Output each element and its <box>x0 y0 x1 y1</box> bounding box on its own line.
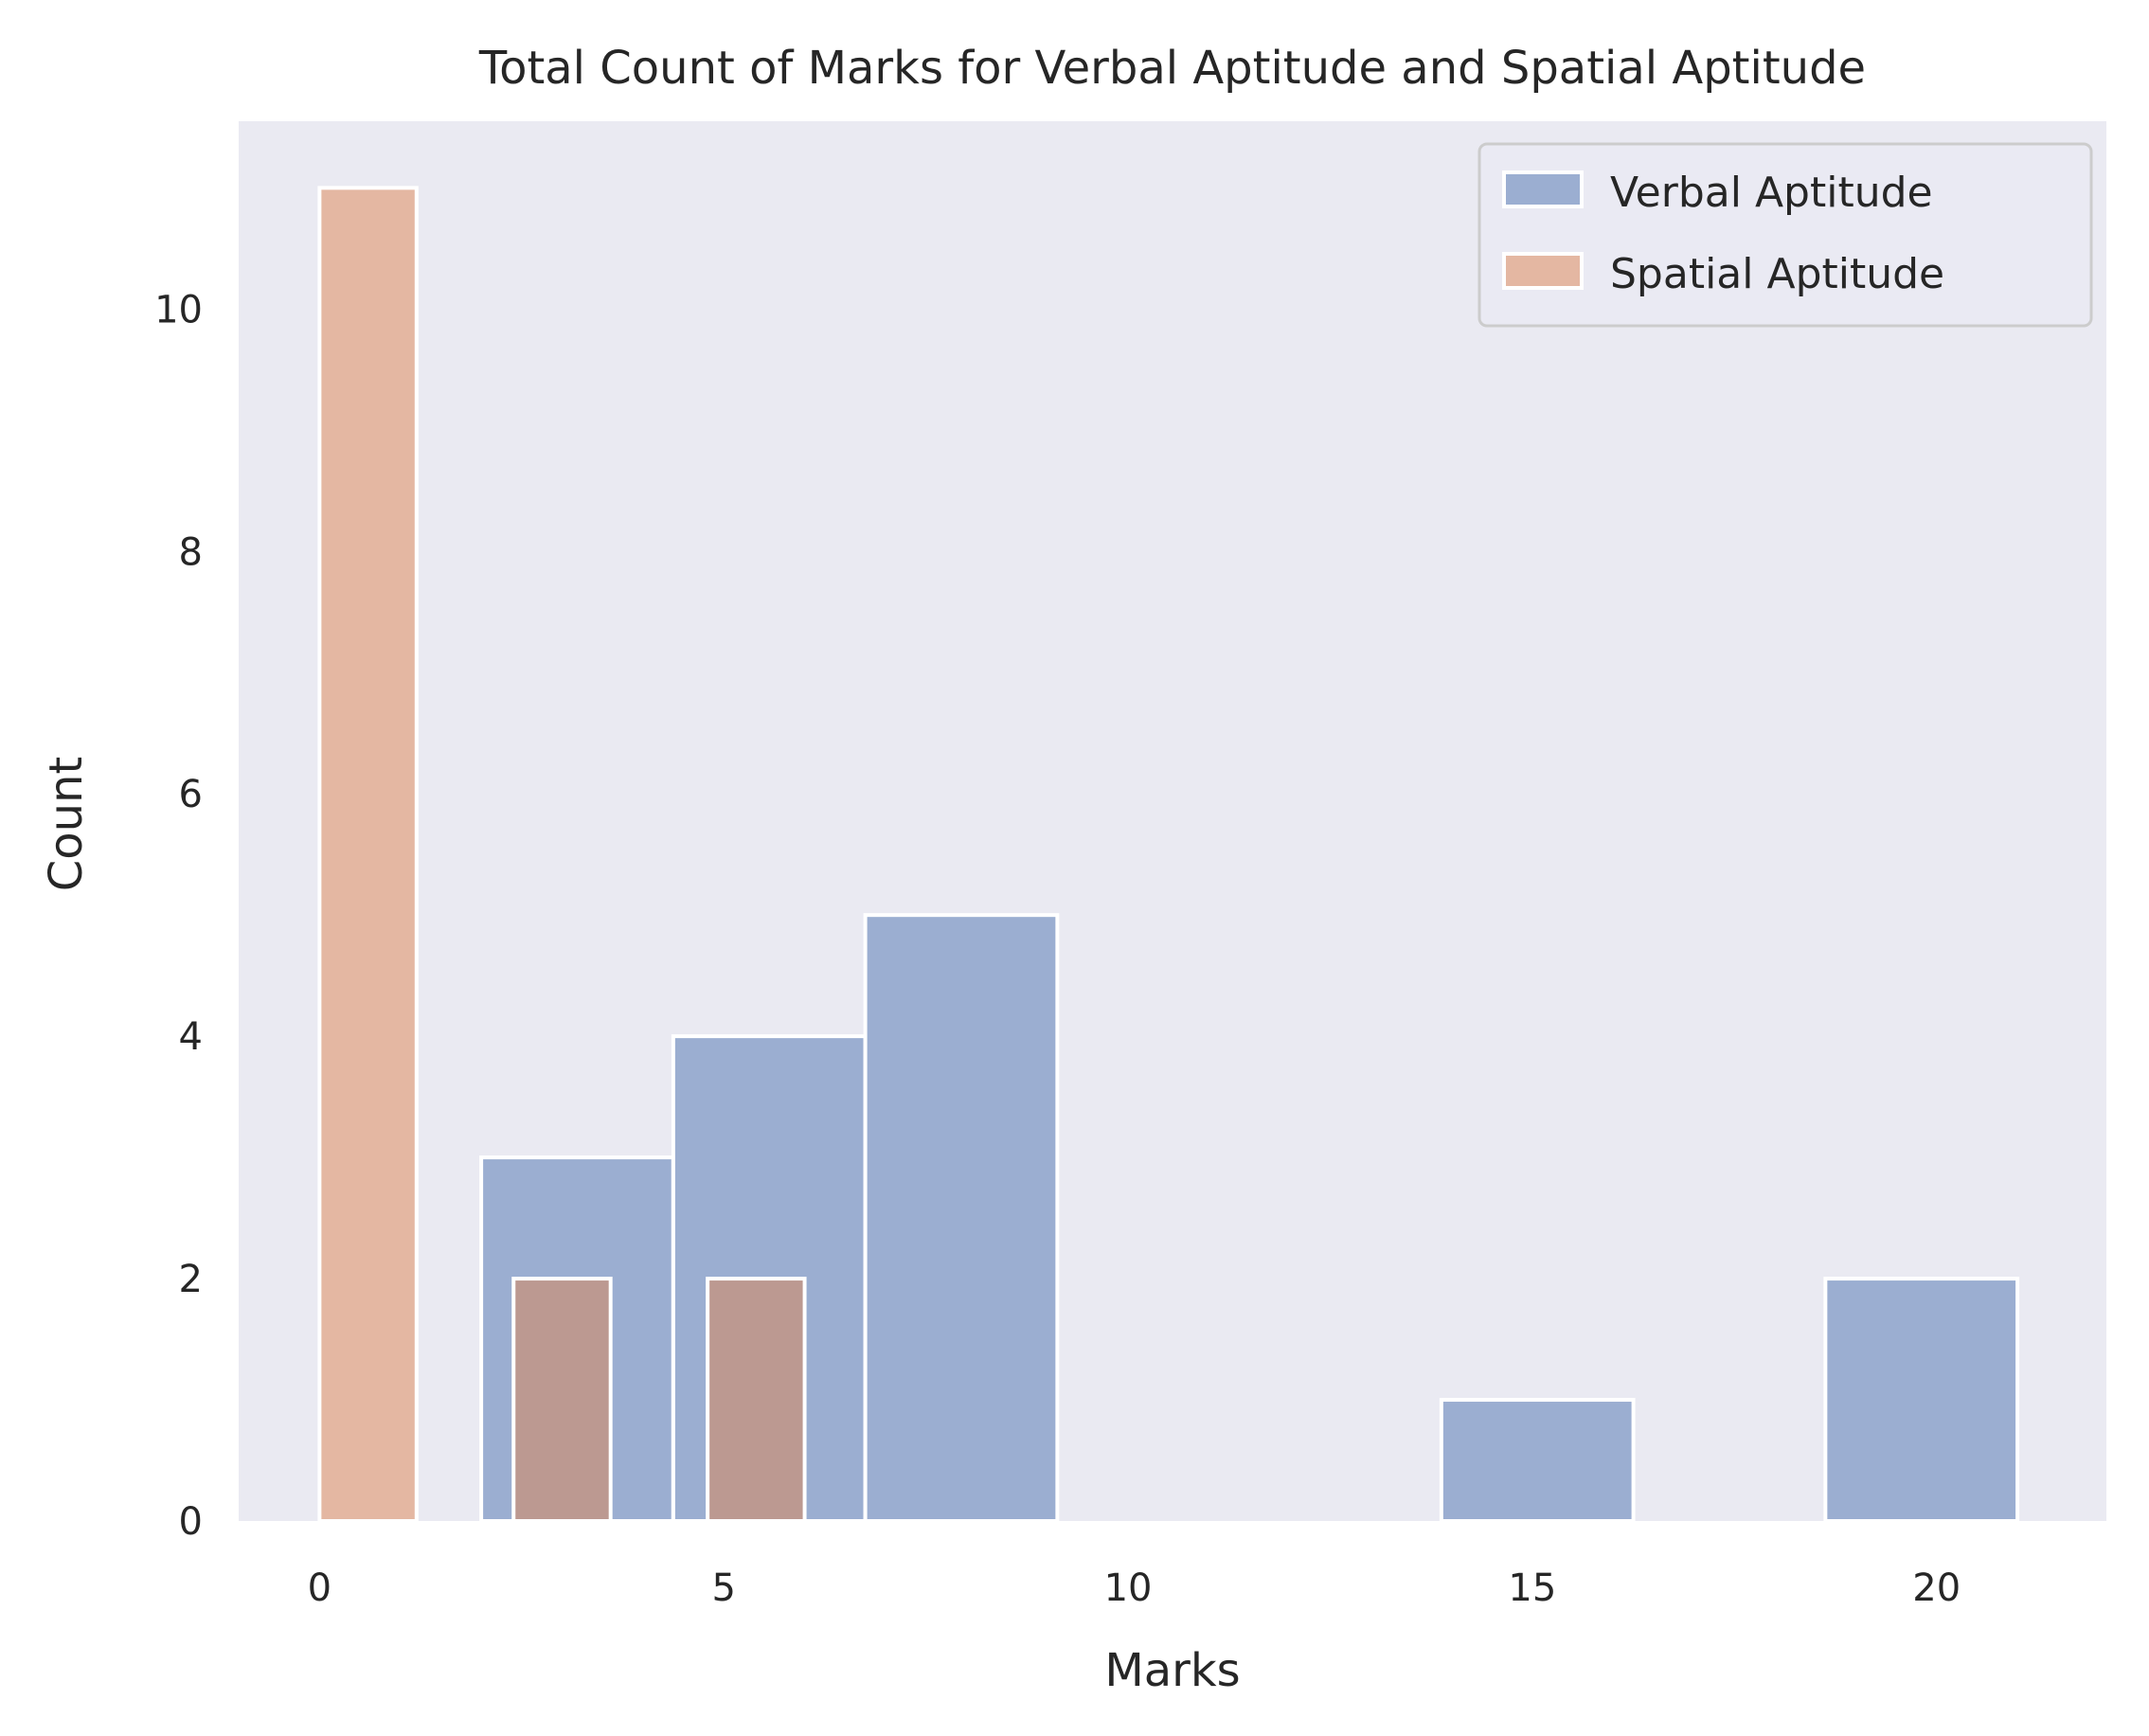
x-axis-ticks: 0 5 10 15 20 <box>308 1566 1961 1610</box>
verbal-aptitude-bar-4 <box>1823 1277 2020 1523</box>
verbal-aptitude-legend-label: Verbal Aptitude <box>1610 169 1933 217</box>
legend-box <box>1477 142 2093 328</box>
x-tick-label: 5 <box>711 1566 735 1610</box>
y-tick-label: 2 <box>179 1258 203 1301</box>
spatial-aptitude-bar-0 <box>317 186 419 1523</box>
chart-title: Total Count of Marks for Verbal Aptitude… <box>478 42 1866 95</box>
spatial-aptitude-bar-2 <box>706 1277 807 1523</box>
spatial-aptitude-legend-swatch <box>1502 252 1584 290</box>
x-axis-label: Marks <box>1104 1644 1240 1697</box>
x-tick-label: 20 <box>1912 1566 1961 1610</box>
spatial-aptitude-bar-1 <box>511 1277 613 1523</box>
y-tick-label: 0 <box>179 1500 203 1544</box>
verbal-aptitude-bar-2 <box>863 913 1060 1523</box>
x-tick-label: 15 <box>1508 1566 1556 1610</box>
legend: Verbal Aptitude Spatial Aptitude <box>1477 142 2093 328</box>
x-tick-label: 0 <box>308 1566 331 1610</box>
histogram-bars <box>317 186 2020 1524</box>
y-tick-label: 10 <box>154 288 203 331</box>
y-tick-label: 4 <box>179 1015 203 1059</box>
verbal-aptitude-legend-swatch <box>1502 170 1584 208</box>
y-axis-ticks: 0 2 4 6 8 10 <box>154 288 203 1544</box>
verbal-aptitude-bar-3 <box>1439 1398 1636 1524</box>
x-tick-label: 10 <box>1104 1566 1153 1610</box>
y-axis-label: Count <box>40 757 93 892</box>
y-tick-label: 6 <box>179 773 203 816</box>
y-tick-label: 8 <box>179 530 203 574</box>
spatial-aptitude-legend-label: Spatial Aptitude <box>1610 250 1944 298</box>
